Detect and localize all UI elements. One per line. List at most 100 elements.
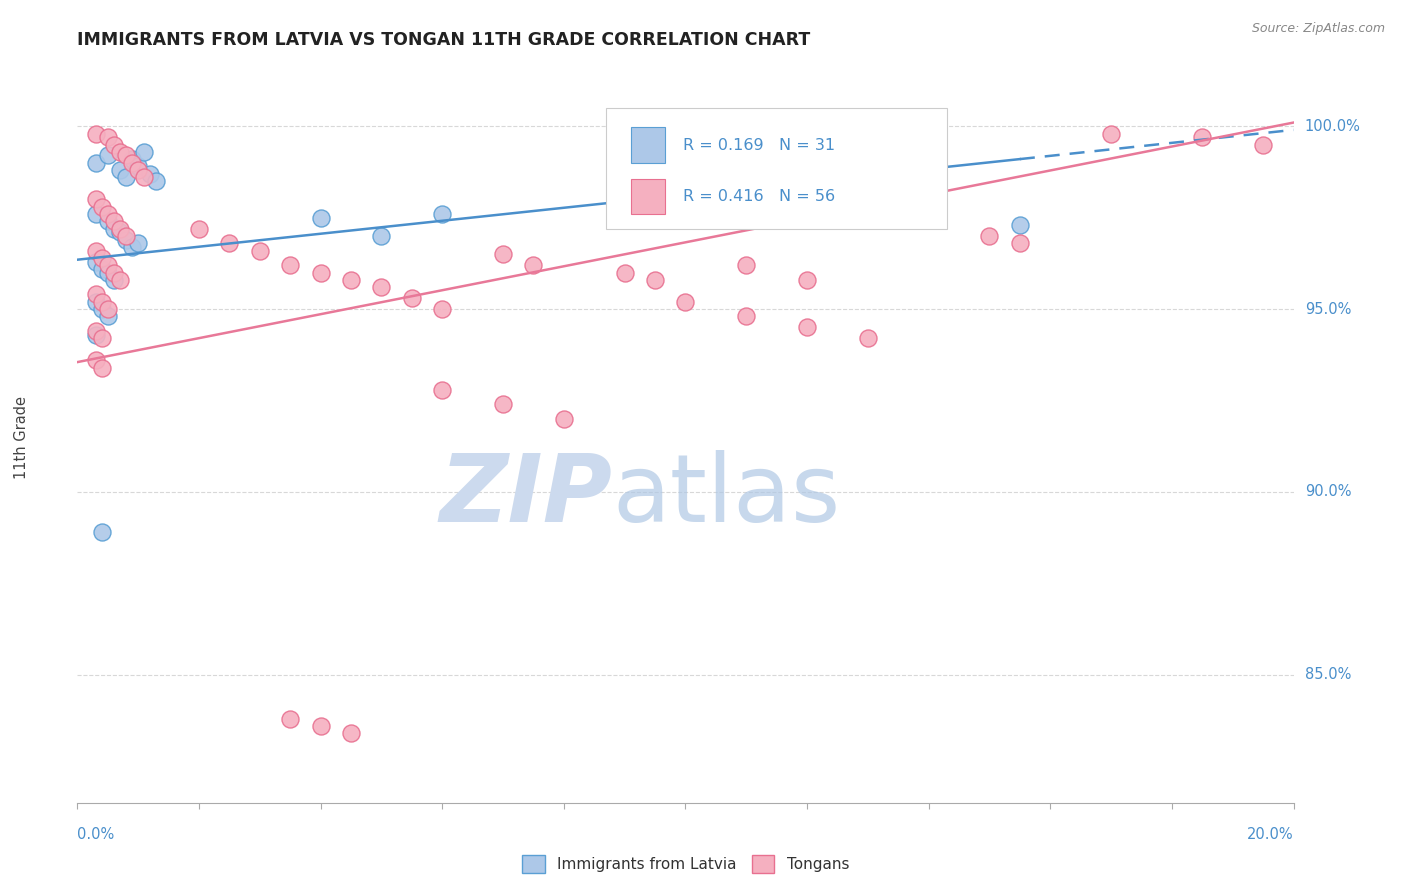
Point: [1008, 218, 1031, 232]
Point: [115, 148, 138, 162]
Text: 85.0%: 85.0%: [1305, 667, 1351, 682]
Point: [84, 294, 107, 309]
Text: atlas: atlas: [613, 450, 841, 541]
Point: [84, 127, 107, 141]
Point: [218, 236, 240, 251]
FancyBboxPatch shape: [631, 178, 665, 213]
Point: [90, 261, 112, 276]
Point: [108, 163, 131, 178]
Point: [84, 324, 107, 338]
Point: [103, 273, 125, 287]
Point: [145, 174, 167, 188]
Point: [84, 193, 107, 207]
Point: [309, 265, 332, 279]
Point: [115, 228, 138, 243]
Point: [188, 221, 211, 235]
Text: 100.0%: 100.0%: [1305, 119, 1361, 134]
Point: [278, 258, 301, 272]
Point: [97, 148, 120, 162]
Point: [90, 301, 112, 317]
Point: [1191, 130, 1213, 145]
FancyBboxPatch shape: [606, 108, 946, 228]
Point: [115, 170, 138, 185]
Text: R = 0.416   N = 56: R = 0.416 N = 56: [683, 188, 835, 203]
Point: [108, 221, 131, 235]
Text: IMMIGRANTS FROM LATVIA VS TONGAN 11TH GRADE CORRELATION CHART: IMMIGRANTS FROM LATVIA VS TONGAN 11TH GR…: [77, 31, 811, 49]
Point: [84, 327, 107, 342]
Point: [134, 170, 156, 185]
Point: [90, 200, 112, 214]
Point: [430, 301, 453, 317]
Point: [127, 236, 149, 251]
Point: [121, 155, 143, 169]
Text: 95.0%: 95.0%: [1305, 301, 1351, 317]
Point: [108, 273, 131, 287]
Point: [278, 712, 301, 726]
Point: [796, 320, 818, 334]
Point: [401, 291, 423, 305]
Point: [90, 251, 112, 265]
Point: [735, 310, 758, 324]
Point: [103, 137, 125, 152]
Point: [103, 214, 125, 228]
Point: [84, 244, 107, 258]
Point: [97, 130, 120, 145]
Point: [134, 145, 156, 159]
Point: [121, 240, 143, 254]
Point: [370, 280, 392, 294]
Point: [340, 726, 363, 740]
Point: [90, 525, 112, 540]
Point: [856, 200, 879, 214]
Point: [492, 397, 515, 411]
Point: [84, 254, 107, 268]
Point: [309, 211, 332, 225]
Point: [675, 294, 697, 309]
Point: [103, 221, 125, 235]
Point: [856, 331, 879, 345]
Point: [430, 207, 453, 221]
Point: [613, 265, 636, 279]
Point: [84, 155, 107, 169]
Point: [90, 331, 112, 345]
Point: [979, 228, 1001, 243]
Point: [430, 383, 453, 397]
Point: [90, 294, 112, 309]
Point: [108, 225, 131, 239]
Text: 90.0%: 90.0%: [1305, 484, 1351, 500]
Point: [796, 273, 818, 287]
Point: [139, 167, 162, 181]
Point: [492, 247, 515, 261]
Text: ZIP: ZIP: [440, 450, 613, 541]
Point: [1099, 127, 1122, 141]
Point: [97, 258, 120, 272]
Point: [115, 233, 138, 247]
Point: [1251, 137, 1274, 152]
Point: [90, 360, 112, 375]
Point: [613, 207, 636, 221]
Point: [644, 273, 666, 287]
Point: [108, 145, 131, 159]
Legend: Immigrants from Latvia, Tongans: Immigrants from Latvia, Tongans: [516, 848, 855, 880]
Text: 11th Grade: 11th Grade: [14, 395, 28, 479]
Point: [84, 353, 107, 368]
Point: [127, 160, 149, 174]
Point: [97, 207, 120, 221]
Point: [553, 411, 575, 425]
Point: [370, 228, 392, 243]
Point: [97, 310, 120, 324]
Point: [97, 301, 120, 317]
FancyBboxPatch shape: [631, 128, 665, 162]
Point: [103, 265, 125, 279]
Point: [127, 163, 149, 178]
Point: [97, 265, 120, 279]
Point: [340, 273, 363, 287]
Text: Source: ZipAtlas.com: Source: ZipAtlas.com: [1251, 22, 1385, 36]
Point: [735, 258, 758, 272]
Point: [249, 244, 271, 258]
Point: [1008, 236, 1031, 251]
Text: 0.0%: 0.0%: [77, 827, 114, 841]
Point: [84, 287, 107, 301]
Point: [522, 258, 544, 272]
Point: [84, 207, 107, 221]
Point: [97, 214, 120, 228]
